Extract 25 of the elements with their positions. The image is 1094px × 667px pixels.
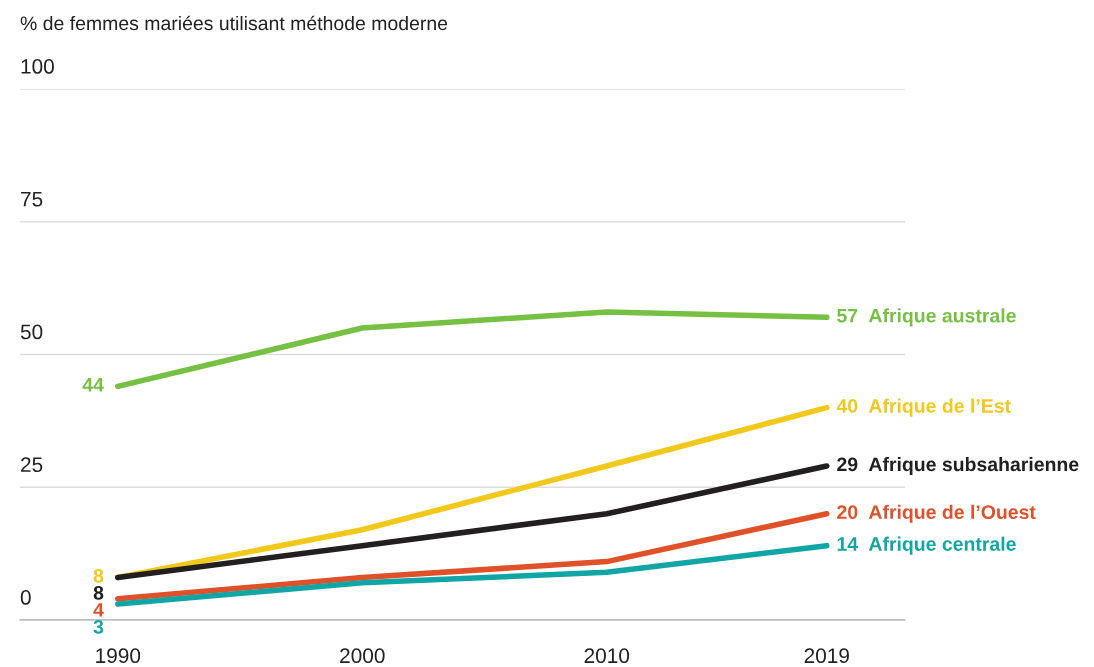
data-label: 40 <box>836 399 858 413</box>
y-axis-title: % de femmes mariées utilisant méthode moderne <box>20 15 448 31</box>
y-tick-label: 50 <box>20 324 43 340</box>
y-tick-label: 75 <box>21 191 43 207</box>
text: Afrique de l’Ouest <box>868 504 1036 523</box>
data-label: 20 <box>837 505 858 520</box>
text: Afrique de l’Est <box>868 398 1011 417</box>
data-label: 44 <box>82 378 104 392</box>
x-tick-label: 1990 <box>96 648 141 664</box>
y-tick-label: 0 <box>20 590 31 605</box>
y-tick-label: 100 <box>21 59 54 74</box>
x-tick-label: 2019 <box>804 648 849 664</box>
data-label: 29 <box>837 457 858 472</box>
text: Afrique australe <box>868 308 1016 327</box>
x-tick-label: 2010 <box>584 648 630 664</box>
data-label: 8 <box>93 568 104 583</box>
data-label: 3 <box>93 619 104 634</box>
y-tick-label: 25 <box>21 457 43 473</box>
data-label: 57 <box>837 308 858 323</box>
data-label: 4 <box>93 603 104 617</box>
data-label: 8 <box>93 585 104 600</box>
text: Afrique subsaharienne <box>868 456 1079 476</box>
text: Afrique centrale <box>868 536 1016 555</box>
data-label: 14 <box>837 537 859 551</box>
x-tick-label: 2000 <box>340 648 385 664</box>
